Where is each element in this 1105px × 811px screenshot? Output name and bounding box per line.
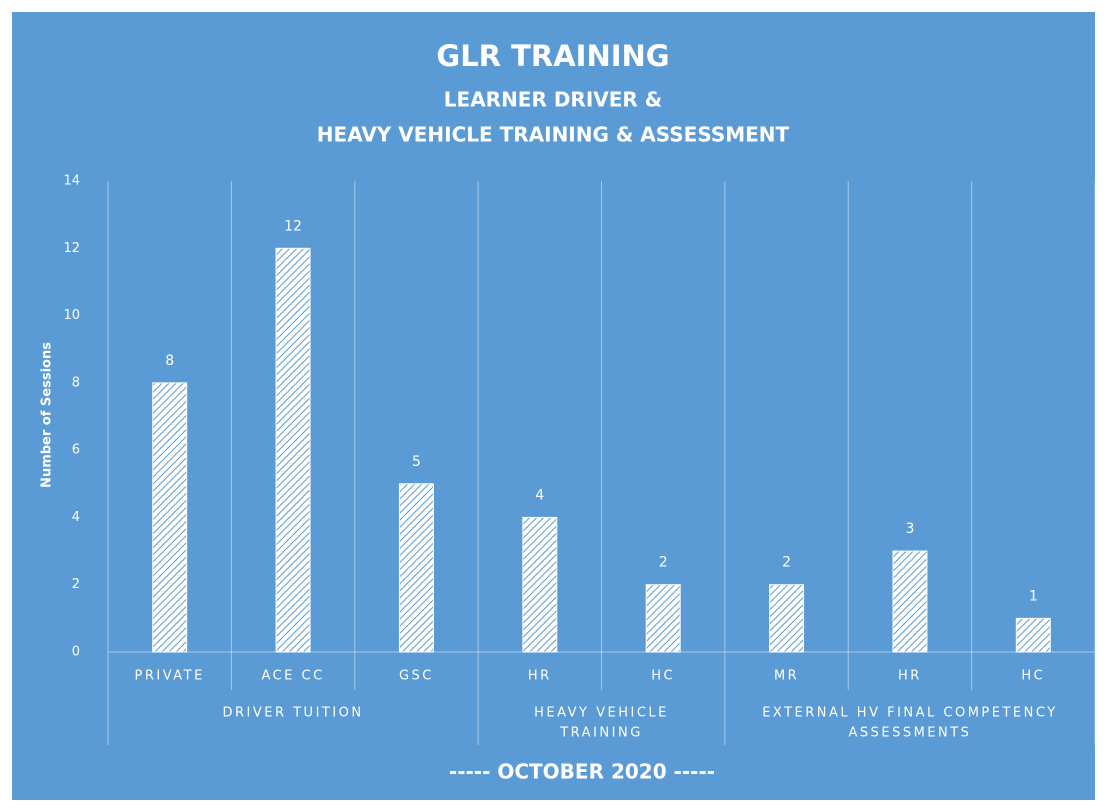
chart-background — [12, 12, 1095, 800]
bar — [645, 584, 681, 653]
bar — [769, 584, 805, 653]
bar — [275, 247, 311, 653]
x-tick-label: MR — [774, 669, 799, 684]
value-label: 3 — [905, 521, 914, 537]
x-tick-label: HR — [898, 669, 922, 684]
value-label: 1 — [1029, 588, 1038, 604]
group-label: ASSESSMENTS — [848, 726, 971, 741]
value-label: 4 — [535, 487, 544, 503]
y-tick-label: 4 — [72, 510, 80, 525]
group-label: DRIVER TUITION — [222, 706, 363, 721]
value-label: 2 — [659, 555, 668, 571]
y-tick-label: 8 — [72, 375, 80, 390]
chart-subtitle: HEAVY VEHICLE TRAINING & ASSESSMENT — [317, 123, 790, 147]
y-tick-label: 12 — [63, 241, 80, 256]
bar — [892, 550, 928, 653]
group-label: EXTERNAL HV FINAL COMPETENCY — [762, 706, 1057, 721]
group-label: TRAINING — [559, 726, 643, 741]
bar — [398, 483, 434, 653]
y-tick-label: 0 — [72, 645, 80, 660]
y-axis-label: Number of Sessions — [40, 342, 55, 488]
bar — [152, 382, 188, 653]
x-tick-label: GSC — [399, 669, 434, 684]
value-label: 2 — [782, 555, 791, 571]
x-tick-label: HR — [528, 669, 552, 684]
x-tick-label: HC — [1021, 669, 1045, 684]
chart-title: GLR TRAINING — [436, 39, 669, 73]
y-tick-label: 10 — [63, 308, 80, 323]
y-tick-label: 2 — [72, 577, 80, 592]
x-tick-label: PRIVATE — [135, 669, 205, 684]
bar — [1015, 617, 1051, 653]
y-tick-label: 6 — [72, 443, 80, 458]
group-label: HEAVY VEHICLE — [534, 706, 669, 721]
x-tick-label: HC — [651, 669, 675, 684]
chart-subtitle: LEARNER DRIVER & — [444, 88, 662, 112]
value-label: 12 — [284, 218, 302, 234]
value-label: 8 — [165, 353, 174, 369]
y-tick-label: 14 — [63, 174, 80, 189]
bar — [522, 516, 558, 653]
x-tick-label: ACE CC — [261, 669, 324, 684]
x-axis-label: ----- OCTOBER 2020 ----- — [449, 760, 715, 784]
value-label: 5 — [412, 454, 421, 470]
